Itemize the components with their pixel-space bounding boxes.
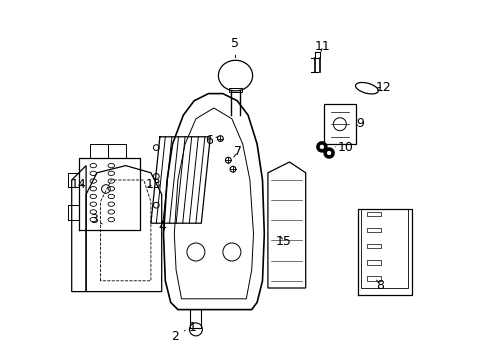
Text: 9: 9 xyxy=(355,117,363,130)
Text: 5: 5 xyxy=(231,37,239,58)
Bar xyxy=(366,244,381,248)
Text: 2: 2 xyxy=(171,330,185,343)
Bar xyxy=(228,88,242,92)
Bar xyxy=(366,228,381,232)
Text: 6: 6 xyxy=(205,134,217,147)
Text: 7: 7 xyxy=(233,145,242,158)
Bar xyxy=(366,212,381,216)
Text: 8: 8 xyxy=(376,279,384,292)
Bar xyxy=(366,276,381,281)
Bar xyxy=(361,209,407,288)
Text: 12: 12 xyxy=(374,81,390,94)
Text: 14: 14 xyxy=(70,178,86,191)
Text: 13: 13 xyxy=(145,178,162,191)
Text: 15: 15 xyxy=(276,235,291,248)
Text: 1: 1 xyxy=(188,315,196,334)
Text: 10: 10 xyxy=(335,141,353,154)
Text: 3: 3 xyxy=(90,213,102,226)
Text: 11: 11 xyxy=(314,40,330,53)
Bar xyxy=(366,260,381,265)
Text: 4: 4 xyxy=(158,220,166,233)
